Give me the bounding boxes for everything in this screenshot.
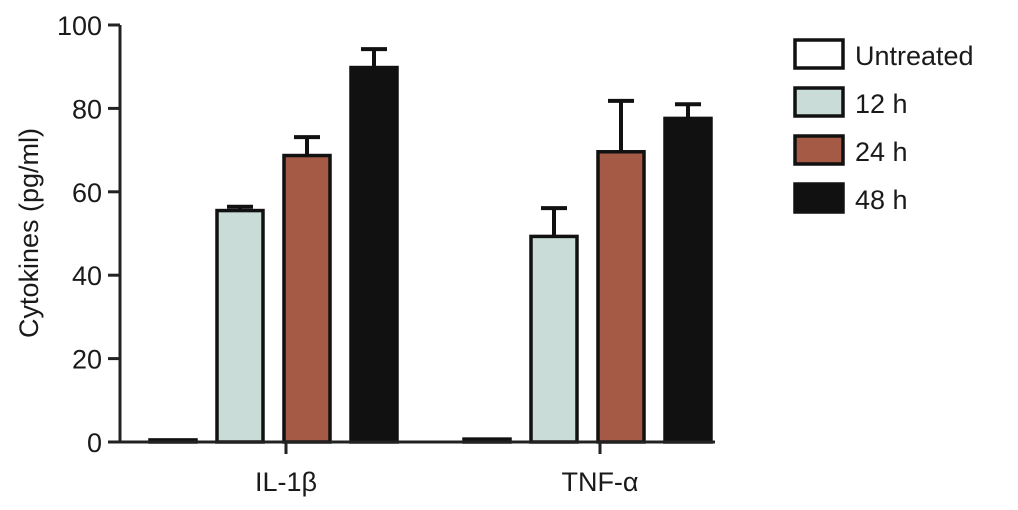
y-tick-label: 60: [72, 178, 102, 208]
legend-label: 24 h: [855, 137, 908, 167]
x-tick-label: IL-1β: [255, 467, 317, 497]
x-tick-label: TNF-α: [561, 467, 638, 497]
legend-swatch: [793, 38, 845, 70]
bar-12-h-1: [529, 234, 579, 444]
bar-24-h-1: [596, 150, 646, 444]
y-axis-label: Cytokines (pg/ml): [14, 128, 44, 338]
y-tick-label: 0: [87, 428, 102, 458]
bar-48-h-1: [663, 116, 713, 444]
legend-swatch: [793, 86, 845, 118]
legend-label: Untreated: [855, 41, 974, 71]
y-tick-label: 100: [57, 11, 102, 41]
legend-label: 12 h: [855, 89, 908, 119]
bar-12-h-0: [215, 208, 265, 444]
legend-swatch: [793, 134, 845, 166]
legend: Untreated 12 h 24 h 48 h: [793, 38, 974, 215]
bar-24-h-0: [282, 153, 332, 444]
y-tick-label: 80: [72, 94, 102, 124]
bar-48-h-0: [349, 65, 399, 444]
y-tick-label: 20: [72, 345, 102, 375]
legend-swatch: [793, 182, 845, 214]
y-tick-label: 40: [72, 261, 102, 291]
legend-label: 48 h: [855, 185, 908, 215]
